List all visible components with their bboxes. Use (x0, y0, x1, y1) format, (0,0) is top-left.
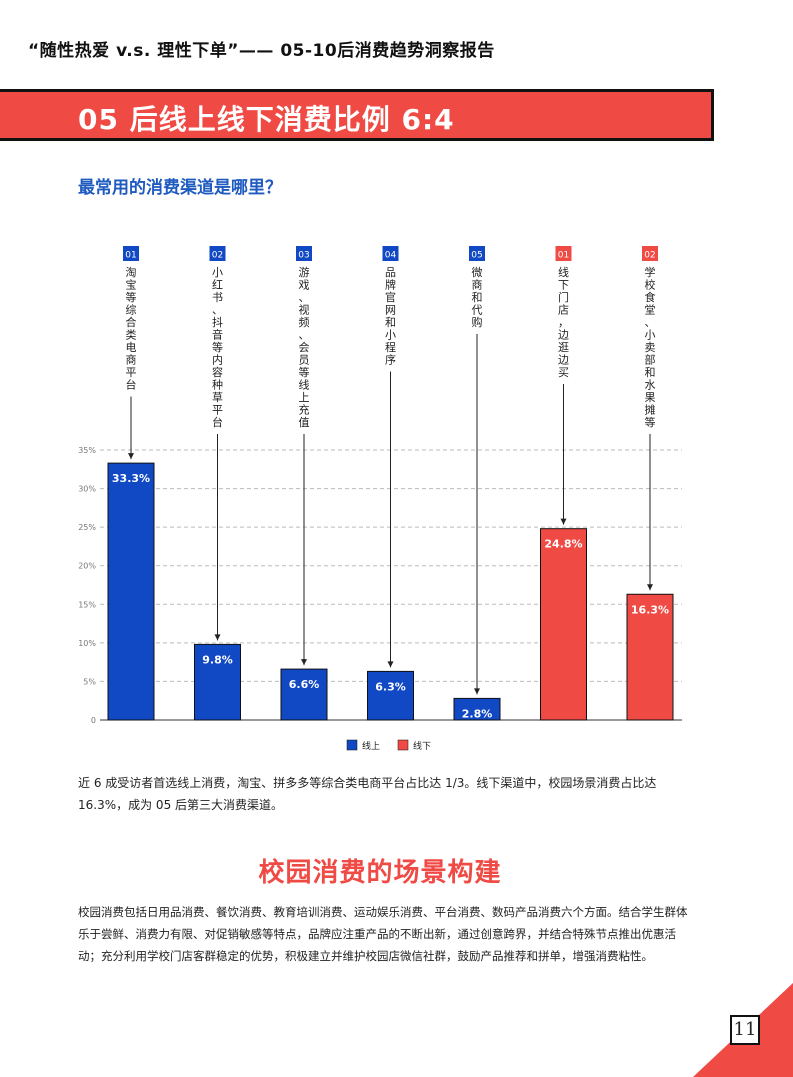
pointer-arrowhead (301, 659, 307, 666)
category-badge-number: 03 (298, 251, 309, 261)
bar-value-label: 6.3% (375, 680, 406, 693)
report-title: “随性热爱 v.s. 理性下单”—— 05-10后消费趋势洞察报告 (28, 41, 495, 61)
bar-value-label: 9.8% (202, 653, 233, 666)
category-badge-number: 05 (471, 251, 482, 261)
bar (194, 643, 241, 721)
legend-swatch (397, 739, 409, 751)
category-badge (555, 246, 572, 261)
y-tick-label: 30% (78, 485, 96, 494)
category-badge (123, 246, 139, 261)
category-badge (382, 246, 399, 261)
category-label: 小红书、抖音等内容种草平台 (212, 266, 223, 429)
bar-value-label: 2.8% (462, 707, 493, 720)
y-tick-label: 10% (78, 639, 96, 648)
category-label: 线下门店，边逛边买 (558, 265, 569, 379)
legend-label: 线上 (362, 740, 380, 752)
bar (626, 593, 674, 721)
banner-title: 05 后线上线下消费比例 6:4 (78, 103, 455, 136)
section-banner: 05 后线上线下消费比例 6:4 (0, 89, 714, 141)
category-badge (209, 246, 226, 261)
category-badge-number: 02 (212, 251, 223, 261)
legend-swatch (346, 739, 358, 751)
pointer-arrowhead (474, 688, 480, 695)
bar-value-label: 6.6% (289, 678, 320, 691)
category-badge (469, 246, 485, 261)
bar (540, 528, 587, 721)
channel-bar-chart: 0 5% 10% 15% 20% 25% 30% 35% 33.3% 01 淘宝等综合类电商平台 9.… (78, 246, 682, 752)
y-tick-label: 15% (78, 600, 96, 609)
y-tick-label: 25% (78, 523, 96, 532)
category-label: 微商和代购 (472, 265, 483, 329)
pointer-arrowhead (387, 661, 394, 668)
bar (107, 462, 155, 721)
pointer-arrowhead (647, 584, 653, 591)
bar-value-label: 24.8% (544, 538, 582, 551)
category-label: 淘宝等综合类电商平台 (126, 266, 137, 392)
legend-label: 线下 (413, 740, 431, 752)
y-tick-label: 5% (83, 677, 96, 686)
chart-summary-paragraph: 近 6 成受访者首选线上消费，淘宝、拼多多等综合类电商平台占比达 1/3。线下渠… (78, 776, 657, 812)
category-badge-number: 04 (385, 251, 397, 261)
bar-value-label: 16.3% (631, 603, 669, 616)
pointer-arrowhead (560, 518, 567, 525)
bar (367, 670, 414, 721)
y-tick-label: 0 (91, 716, 96, 725)
bar-value-label: 33.3% (112, 472, 150, 485)
category-badge-number: 02 (644, 251, 655, 261)
scene-heading: 校园消费的场景构建 (258, 858, 502, 888)
bar (280, 668, 328, 721)
chart-question: 最常用的消费渠道是哪里？ (78, 178, 282, 198)
scene-paragraph: 校园消费包括日用品消费、餐饮消费、教育培训消费、运动娱乐消费、平台消费、数码产品… (78, 905, 688, 963)
category-badge (642, 246, 658, 261)
category-badge-number: 01 (125, 251, 136, 261)
pointer-arrowhead (128, 453, 134, 460)
bar (453, 697, 501, 721)
y-tick-label: 35% (78, 446, 96, 455)
category-badge (296, 246, 312, 261)
y-tick-label: 20% (78, 562, 96, 571)
category-badge-number: 01 (558, 251, 569, 261)
page-number: 11 (730, 1015, 760, 1045)
category-label: 学校食堂、小卖部和水果摊等 (645, 265, 656, 429)
category-label: 游戏、视频、会员等线上充值 (299, 266, 310, 429)
pointer-arrowhead (214, 634, 221, 641)
category-label: 品牌官网和小程序 (385, 266, 396, 367)
